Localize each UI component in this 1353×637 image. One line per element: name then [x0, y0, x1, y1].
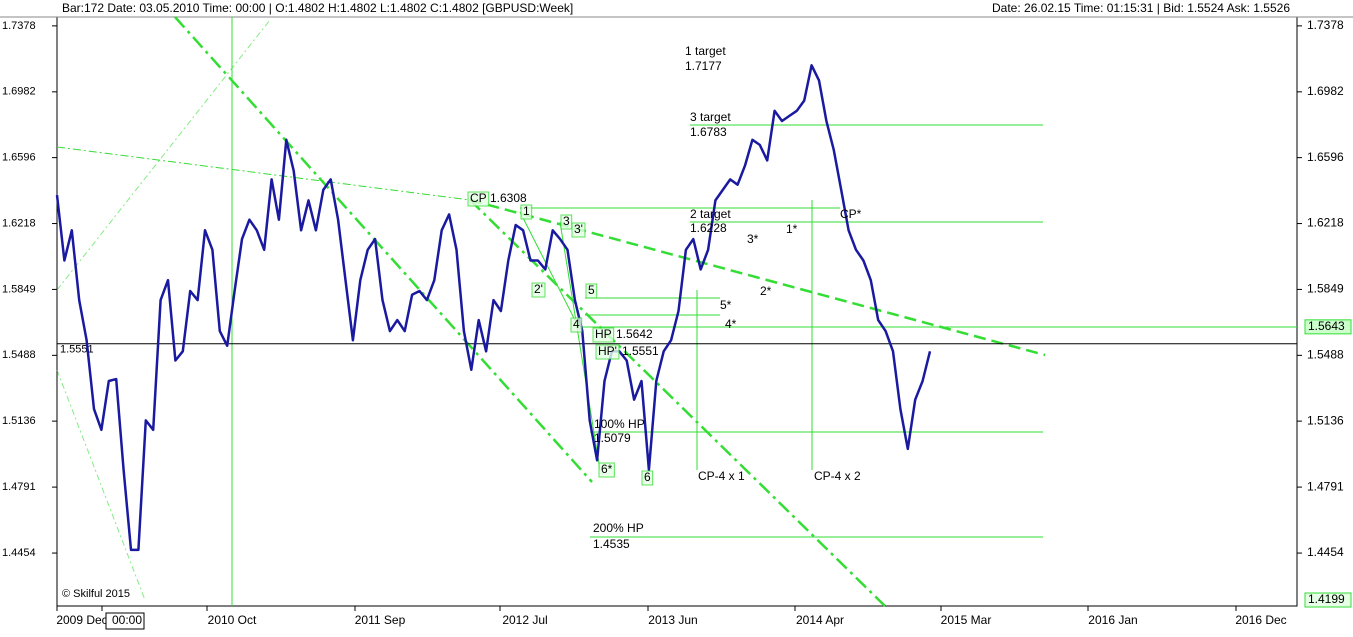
annotation-box — [641, 470, 654, 486]
x-tick-label: 2011 Sep — [355, 613, 406, 627]
x-tick-label: 2013 Jun — [648, 613, 697, 627]
annotation-box — [585, 283, 598, 299]
y-tick-label-left: 1.7378 — [2, 20, 36, 32]
annotation: 5 — [588, 283, 595, 297]
x-tick-label: 00:00 — [112, 613, 142, 627]
x-tick-label: 2016 Dec — [1235, 613, 1286, 627]
wave-line — [519, 211, 581, 331]
annotation: 6* — [601, 462, 613, 476]
annotation: 1.6228 — [690, 221, 727, 235]
y-tick-label-left: 1.5849 — [2, 283, 36, 295]
y-tick-label: 1.6982 — [1307, 84, 1344, 98]
annotation: © Skilful 2015 — [62, 588, 130, 600]
annotation: 1.6783 — [690, 125, 727, 139]
annotation: CP-4 x 2 — [814, 469, 861, 483]
price-marker — [1304, 592, 1352, 608]
annotation: 3 — [563, 214, 570, 228]
annotation: CP — [470, 191, 487, 205]
y-tick-label-left: 1.5136 — [2, 415, 36, 427]
header-right: Date: 26.02.15 Time: 01:15:31 | Bid: 1.5… — [992, 1, 1290, 15]
overlay-lines — [56, 16, 1297, 607]
annotation: 1 — [523, 204, 530, 218]
wave-line — [559, 221, 601, 471]
y-tick-label: 1.6596 — [1307, 150, 1344, 164]
price-marker-label: 1.5643 — [1308, 319, 1345, 333]
y-tick-label: 1.4791 — [1307, 479, 1344, 493]
annotation-box — [520, 204, 533, 220]
price-marker — [1304, 319, 1352, 335]
x-tick-label: 2015 Mar — [941, 613, 992, 627]
cursor-time-box — [105, 612, 145, 630]
plot-frame — [56, 16, 1298, 607]
annotation: CP-4 x 1 — [698, 469, 745, 483]
annotation: 1 target — [685, 44, 726, 58]
annotation: 1.7177 — [685, 59, 722, 73]
annotation-box — [467, 191, 490, 207]
annotation: 3* — [747, 232, 759, 246]
annotation-box — [560, 214, 573, 230]
annotation: 1.4535 — [593, 537, 630, 551]
annotation: HP — [595, 327, 612, 341]
x-tick-label: 2014 Apr — [796, 613, 844, 627]
annotation: 1* — [786, 222, 798, 236]
price-line-series — [55, 64, 932, 552]
annotation: 100% HP — [594, 417, 645, 431]
annotation: 2 target — [690, 207, 731, 221]
annotation-box — [592, 327, 615, 343]
annotation: 6 — [644, 470, 651, 484]
annotation-box — [595, 344, 620, 360]
x-tick-label: 2016 Jan — [1088, 613, 1137, 627]
annotation: 3 target — [690, 110, 731, 124]
annotation: 1.5079 — [594, 431, 631, 445]
y-tick-label-left: 1.6596 — [2, 152, 36, 164]
y-tick-label: 1.5136 — [1307, 413, 1344, 427]
y-tick-label: 1.5488 — [1307, 348, 1344, 362]
y-tick-label: 1.4454 — [1307, 545, 1344, 559]
annotation-box — [571, 222, 586, 238]
annotation: 1.5642 — [616, 327, 653, 341]
annotation-box — [531, 282, 546, 298]
annotation: HP' — [598, 344, 617, 358]
annotation-box — [598, 462, 615, 478]
annotation: CP* — [840, 207, 862, 221]
trend-line — [56, 146, 471, 201]
y-tick-label-left: 1.6982 — [2, 86, 36, 98]
price-marker-label: 1.4199 — [1308, 592, 1345, 606]
x-tick-label: 2012 Jul — [502, 613, 547, 627]
annotation: 200% HP — [593, 521, 644, 535]
x-tick-label: 2010 Oct — [208, 613, 257, 627]
y-tick-label: 1.6218 — [1307, 216, 1344, 230]
header-left: Bar:172 Date: 03.05.2010 Time: 00:00 | O… — [62, 1, 573, 15]
annotation: 4* — [725, 317, 737, 331]
annotation: 1.6308 — [490, 191, 527, 205]
annotation: 5* — [720, 298, 732, 312]
trend-line — [174, 16, 593, 483]
y-tick-label: 1.7378 — [1307, 18, 1344, 32]
annotation: 1.5551 — [622, 344, 659, 358]
trend-line — [56, 369, 146, 601]
annotation: 3' — [574, 222, 583, 236]
y-tick-label-left: 1.5488 — [2, 349, 36, 361]
price-line-label: 1.5551 — [60, 344, 94, 356]
trend-line — [469, 199, 886, 607]
y-tick-label-left: 1.4454 — [2, 547, 36, 559]
x-tick-label: 2009 Dec — [56, 613, 107, 627]
annotation-box — [570, 317, 583, 333]
y-tick-label: 1.5849 — [1307, 282, 1344, 296]
annotation: 4 — [573, 317, 580, 331]
annotation: 2* — [760, 284, 772, 298]
y-tick-label-left: 1.4791 — [2, 481, 36, 493]
y-tick-label-left: 1.6218 — [2, 217, 36, 229]
annotation: 2' — [534, 282, 543, 296]
trend-line — [56, 19, 271, 291]
